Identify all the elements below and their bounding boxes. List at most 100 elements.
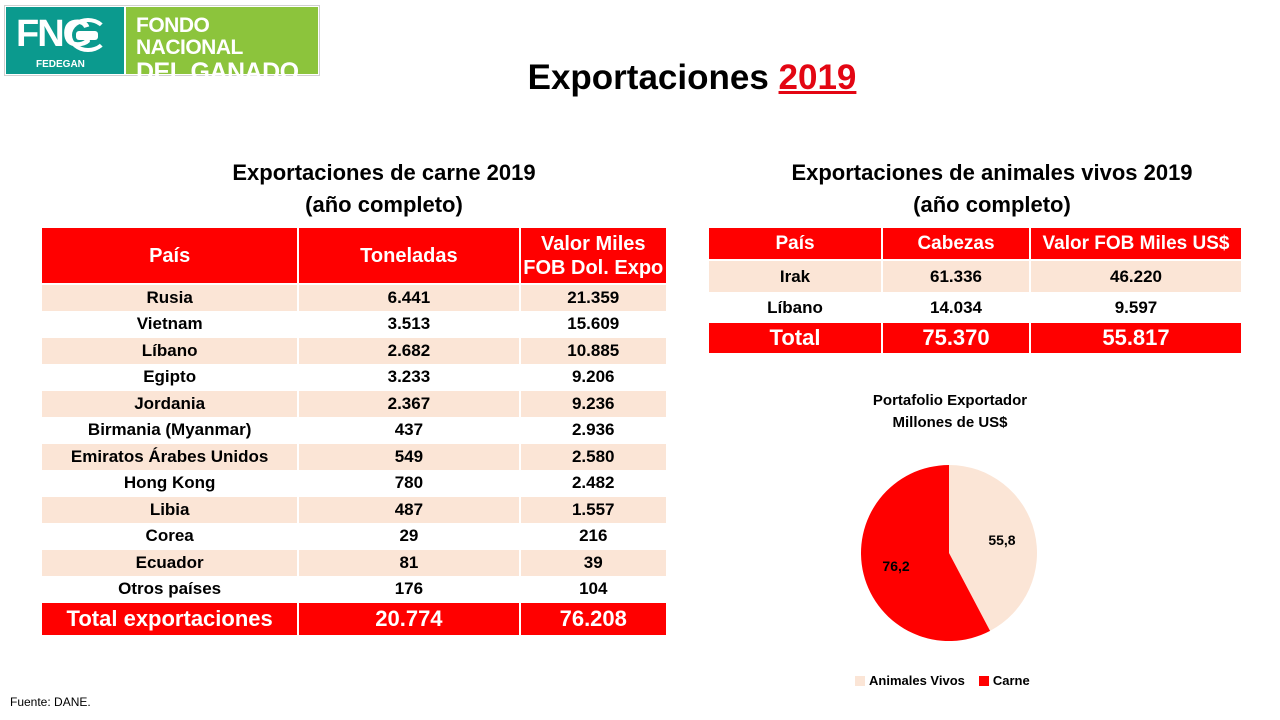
legend-label: Carne (992, 673, 1030, 688)
cell-col2: 61.336 (883, 261, 1029, 292)
cell-pais: Líbano (709, 292, 881, 323)
table-row: Vietnam 3.513 15.609 (42, 311, 666, 338)
cell-col2: 29 (299, 523, 519, 550)
pie-data-label: 76,2 (882, 558, 909, 574)
page-title: Exportaciones 2019 (0, 58, 1280, 98)
logo-sub: FEDEGAN (36, 59, 85, 70)
cell-pais: Hong Kong (42, 470, 298, 497)
cell-col3: 10.885 (520, 338, 666, 365)
header-pais: País (42, 228, 298, 285)
cell-col2: 14.034 (883, 292, 1029, 323)
table-row: Irak 61.336 46.220 (709, 261, 1241, 292)
legend-swatch-animales-vivos (855, 675, 865, 686)
logo-name-block: FONDO NACIONAL DEL GANADO (126, 7, 318, 85)
cell-pais: Libia (42, 497, 298, 524)
legend-item-carne: Carne (978, 673, 1030, 688)
vivos-section-title: Exportaciones de animales vivos 2019 (añ… (707, 157, 1277, 221)
vivos-title-line1: Exportaciones de animales vivos 2019 (791, 160, 1193, 185)
portfolio-pie-chart: 55,8 76,2 (861, 465, 1037, 641)
cell-col3: 2.482 (520, 470, 666, 497)
cell-pais: Rusia (42, 285, 298, 312)
table-row: Líbano 2.682 10.885 (42, 338, 666, 365)
logo-line2: DEL GANADO (136, 58, 299, 86)
logo-line1: FONDO NACIONAL (136, 14, 243, 59)
table-row: Birmania (Myanmar) 437 2.936 (42, 417, 666, 444)
header-pais: País (709, 228, 881, 261)
carne-title-line2: (año completo) (305, 192, 463, 217)
page-title-year: 2019 (778, 58, 857, 97)
header-valor: Valor Miles FOB Dol. Expo (520, 228, 666, 285)
cell-col2: 3.233 (299, 364, 519, 391)
table-row: Ecuador 81 39 (42, 550, 666, 577)
legend-swatch-carne (978, 675, 989, 686)
cell-col3: 9.597 (1031, 292, 1241, 323)
cell-col2: 176 (299, 576, 519, 603)
cell-col2: 6.441 (299, 285, 519, 312)
header-cabezas: Cabezas (883, 228, 1029, 261)
table-row: Rusia 6.441 21.359 (42, 285, 666, 312)
cell-col2: 2.682 (299, 338, 519, 365)
cell-col3: 216 (520, 523, 666, 550)
cell-col2: 437 (299, 417, 519, 444)
table-header-row: País Cabezas Valor FOB Miles US$ (709, 228, 1241, 261)
total-row: Total 75.370 55.817 (709, 323, 1241, 353)
cell-pais: Birmania (Myanmar) (42, 417, 298, 444)
header-valor-fob: Valor FOB Miles US$ (1031, 228, 1241, 261)
vivos-title-line2: (año completo) (913, 192, 1071, 217)
header-toneladas: Toneladas (299, 228, 519, 285)
logo-g-ring-icon (68, 18, 108, 52)
legend-item-animales-vivos: Animales Vivos (855, 673, 965, 688)
cell-col3: 2.936 (520, 417, 666, 444)
table-row: Hong Kong 780 2.482 (42, 470, 666, 497)
cell-col3: 21.359 (520, 285, 666, 312)
table-row: Jordania 2.367 9.236 (42, 391, 666, 418)
cell-pais: Corea (42, 523, 298, 550)
cow-icon (76, 31, 98, 40)
total-row: Total exportaciones 20.774 76.208 (42, 603, 666, 635)
pie-chart-title: Portafolio Exportador Millones de US$ (840, 390, 1060, 434)
source-note: Fuente: DANE. (10, 695, 91, 709)
cell-pais: Emiratos Árabes Unidos (42, 444, 298, 471)
page-title-text: Exportaciones (527, 58, 769, 97)
cell-pais: Egipto (42, 364, 298, 391)
pie-slice-animales-vivos (949, 465, 1037, 631)
legend-label: Animales Vivos (869, 673, 965, 688)
cell-col3: 9.236 (520, 391, 666, 418)
table-row: Líbano 14.034 9.597 (709, 292, 1241, 323)
cell-col3: 46.220 (1031, 261, 1241, 292)
cell-col2: 780 (299, 470, 519, 497)
table-row: Corea 29 216 (42, 523, 666, 550)
table-row: Otros países 176 104 (42, 576, 666, 603)
cell-col3: 104 (520, 576, 666, 603)
table-row: Libia 487 1.557 (42, 497, 666, 524)
table-header-row: País Toneladas Valor Miles FOB Dol. Expo (42, 228, 666, 285)
cell-col2: 487 (299, 497, 519, 524)
table-row: Emiratos Árabes Unidos 549 2.580 (42, 444, 666, 471)
cell-col2: 549 (299, 444, 519, 471)
cell-col2: 2.367 (299, 391, 519, 418)
total-label: Total (709, 323, 881, 353)
cell-col3: 9.206 (520, 364, 666, 391)
pie-slice-carne (861, 465, 991, 641)
total-col3: 55.817 (1031, 323, 1241, 353)
cell-col2: 3.513 (299, 311, 519, 338)
cell-pais: Irak (709, 261, 881, 292)
cell-pais: Líbano (42, 338, 298, 365)
total-label: Total exportaciones (42, 603, 298, 635)
cell-pais: Vietnam (42, 311, 298, 338)
pie-title: Portafolio Exportador (872, 392, 1028, 409)
vivos-exports-table: País Cabezas Valor FOB Miles US$ Irak 61.… (707, 228, 1243, 353)
table-row: Egipto 3.233 9.206 (42, 364, 666, 391)
cell-col2: 81 (299, 550, 519, 577)
total-col2: 20.774 (299, 603, 519, 635)
logo-fng-block: FNG FEDEGAN (6, 7, 124, 74)
carne-exports-table: País Toneladas Valor Miles FOB Dol. Expo… (40, 228, 668, 635)
cell-col3: 39 (520, 550, 666, 577)
carne-section-title: Exportaciones de carne 2019 (año complet… (40, 157, 728, 221)
pie-legend: Animales Vivos Carne (855, 673, 1030, 688)
cell-col3: 15.609 (520, 311, 666, 338)
total-col3: 76.208 (520, 603, 666, 635)
cell-pais: Jordania (42, 391, 298, 418)
pie-data-label: 55,8 (988, 532, 1015, 548)
fng-logo: FNG FEDEGAN FONDO NACIONAL DEL GANADO (4, 5, 320, 85)
